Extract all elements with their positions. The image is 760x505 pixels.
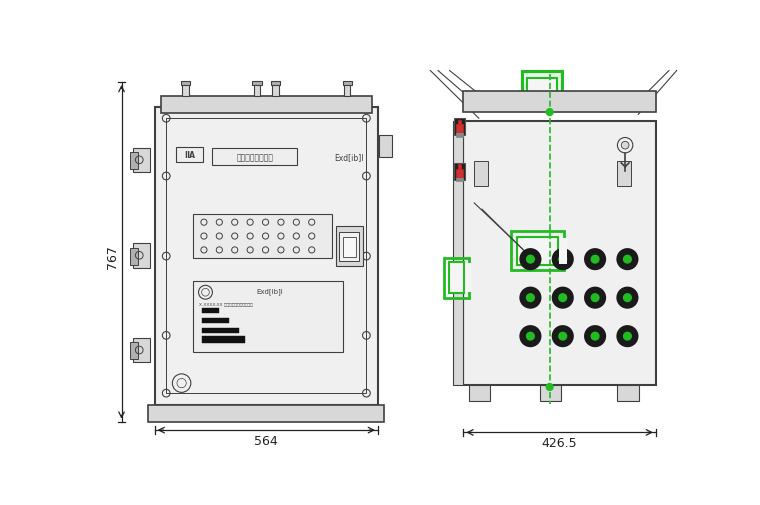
Bar [193, 214, 332, 259]
Bar [273, 83, 279, 97]
Bar [456, 133, 464, 137]
Bar [465, 264, 471, 293]
Circle shape [623, 294, 632, 302]
Bar [193, 282, 344, 352]
Circle shape [553, 249, 573, 270]
Bar [527, 79, 556, 96]
Bar [336, 227, 363, 267]
Circle shape [617, 288, 638, 308]
Text: Exd[ib]Ⅰ: Exd[ib]Ⅰ [334, 153, 363, 162]
Circle shape [521, 327, 540, 346]
Text: Exd[ib]Ⅰ: Exd[ib]Ⅰ [257, 288, 283, 294]
Bar [252, 81, 261, 86]
Bar [457, 125, 463, 133]
Bar [130, 153, 138, 170]
Circle shape [546, 110, 553, 116]
Bar [454, 119, 465, 136]
Bar [458, 165, 461, 170]
Circle shape [527, 333, 534, 340]
Text: 426.5: 426.5 [542, 436, 578, 449]
Text: 767: 767 [106, 244, 119, 268]
Bar [617, 162, 632, 187]
Bar [271, 81, 280, 86]
Bar [456, 177, 464, 182]
Circle shape [617, 249, 638, 270]
Bar [154, 108, 378, 405]
Bar [202, 336, 245, 343]
Circle shape [591, 256, 599, 264]
Circle shape [591, 333, 599, 340]
Bar [617, 386, 639, 401]
Bar [202, 328, 239, 333]
Bar [148, 405, 384, 422]
Circle shape [559, 294, 567, 302]
Circle shape [591, 294, 599, 302]
Circle shape [546, 384, 553, 390]
Bar [517, 237, 558, 265]
Bar [511, 232, 563, 270]
Circle shape [521, 288, 540, 308]
Bar [522, 71, 562, 96]
Circle shape [617, 327, 638, 346]
Circle shape [559, 333, 567, 340]
Bar [379, 136, 392, 158]
Bar [133, 148, 150, 173]
Bar [130, 248, 138, 265]
Circle shape [623, 333, 632, 340]
Bar [130, 342, 138, 360]
Bar [559, 238, 567, 264]
Circle shape [527, 294, 534, 302]
Bar [202, 308, 220, 314]
Bar [166, 119, 366, 393]
Circle shape [553, 288, 573, 308]
Bar [181, 81, 190, 86]
Circle shape [559, 256, 567, 264]
Circle shape [521, 249, 540, 270]
Bar [344, 83, 350, 97]
Bar [444, 258, 469, 298]
Circle shape [585, 327, 605, 346]
Bar [182, 83, 188, 97]
Bar [449, 263, 464, 293]
Bar [458, 121, 461, 125]
Bar [453, 122, 464, 386]
Bar [454, 164, 465, 180]
Bar [176, 147, 203, 163]
Bar [254, 83, 260, 97]
Circle shape [527, 256, 534, 264]
Bar [540, 386, 561, 401]
Bar [161, 97, 372, 114]
Text: 严禁并下带电开盖: 严禁并下带电开盖 [236, 153, 274, 162]
Bar [464, 122, 656, 386]
Text: X.XXXX-XX 矿用隔爆兼本安型交换机: X.XXXX-XX 矿用隔爆兼本安型交换机 [199, 301, 253, 306]
Circle shape [621, 142, 629, 150]
Circle shape [553, 327, 573, 346]
Text: ⅡA: ⅡA [184, 150, 195, 160]
Bar [133, 243, 150, 268]
Bar [340, 233, 359, 262]
Bar [133, 338, 150, 363]
Bar [212, 149, 297, 166]
Bar [469, 386, 490, 401]
Circle shape [623, 256, 632, 264]
Text: 564: 564 [255, 434, 278, 447]
Bar [202, 318, 230, 323]
Bar [464, 91, 656, 113]
Bar [457, 170, 463, 177]
Circle shape [585, 288, 605, 308]
Bar [474, 162, 488, 187]
Bar [343, 81, 352, 86]
Circle shape [585, 249, 605, 270]
Bar [344, 237, 356, 258]
